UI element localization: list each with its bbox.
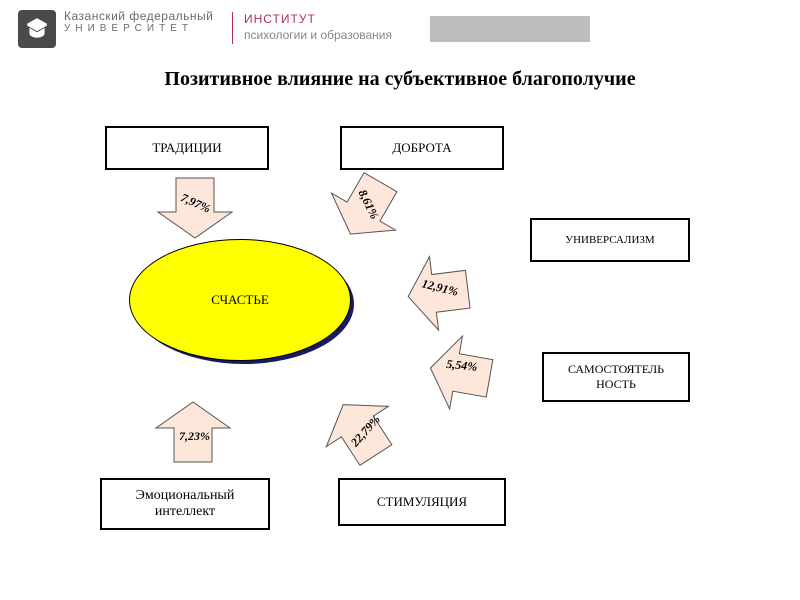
node-autonomy: САМОСТОЯТЕЛЬ НОСТЬ xyxy=(542,352,690,402)
arrow-stimulation: 22,79% xyxy=(304,378,413,479)
center-ellipse-happiness: СЧАСТЬЕ xyxy=(130,240,350,360)
node-kindness: ДОБРОТА xyxy=(340,126,504,170)
node-universalism: УНИВЕРСАЛИЗМ xyxy=(530,218,690,262)
influence-diagram: СЧАСТЬЕ ТРАДИЦИИ ДОБРОТА УНИВЕРСАЛИЗМ САМОСТ… xyxy=(0,0,800,600)
arrow-label-eq: 7,23% xyxy=(179,429,210,444)
arrow-eq: 7,23% xyxy=(148,400,238,462)
arrow-traditions: 7,97% xyxy=(150,178,240,240)
node-eq: Эмоциональный интеллект xyxy=(100,478,270,530)
arrow-label-autonomy: 5,54% xyxy=(446,357,478,375)
node-traditions: ТРАДИЦИИ xyxy=(105,126,269,170)
node-stimulation: СТИМУЛЯЦИЯ xyxy=(338,478,506,526)
center-ellipse-label: СЧАСТЬЕ xyxy=(129,239,351,361)
